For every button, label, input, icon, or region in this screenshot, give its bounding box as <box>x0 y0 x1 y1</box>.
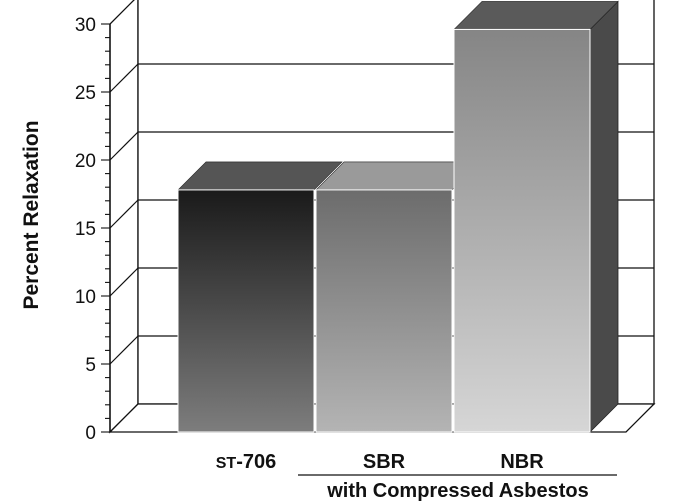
bar-nbr <box>453 0 619 433</box>
x-label-st-706: ST-706 <box>216 451 276 473</box>
bar-st-706 <box>177 161 343 433</box>
y-tick-label: 0 <box>85 423 96 444</box>
bars <box>177 0 619 433</box>
y-tick-label: 10 <box>75 287 96 308</box>
x-axis-labels: ST-706 SBR NBR <box>216 451 544 473</box>
x-label-nbr: NBR <box>500 451 544 473</box>
gridline-side <box>109 131 139 161</box>
bar-front-face <box>453 28 591 433</box>
y-tick-label: 30 <box>75 15 96 36</box>
x-label-sbr: SBR <box>363 451 406 473</box>
y-tick-label: 5 <box>85 355 96 376</box>
group-label: with Compressed Asbestos <box>326 480 589 502</box>
bar-top-face <box>177 161 343 191</box>
y-tick-label: 20 <box>75 151 96 172</box>
bar-side-face <box>589 0 619 433</box>
bar-front-face <box>177 189 315 433</box>
y-axis: 0 5 10 15 20 25 30 <box>75 15 111 444</box>
y-axis-title: Percent Relaxation <box>20 120 43 309</box>
left-side-wall <box>109 0 139 434</box>
gridline-side <box>109 199 139 229</box>
y-tick-label: 15 <box>75 219 96 240</box>
gridline-side <box>109 335 139 365</box>
y-tick-label: 25 <box>75 83 96 104</box>
gridline-side <box>109 63 139 93</box>
bar-front-face <box>315 189 453 433</box>
gridline-side <box>109 267 139 297</box>
bar-top-face <box>453 1 619 30</box>
